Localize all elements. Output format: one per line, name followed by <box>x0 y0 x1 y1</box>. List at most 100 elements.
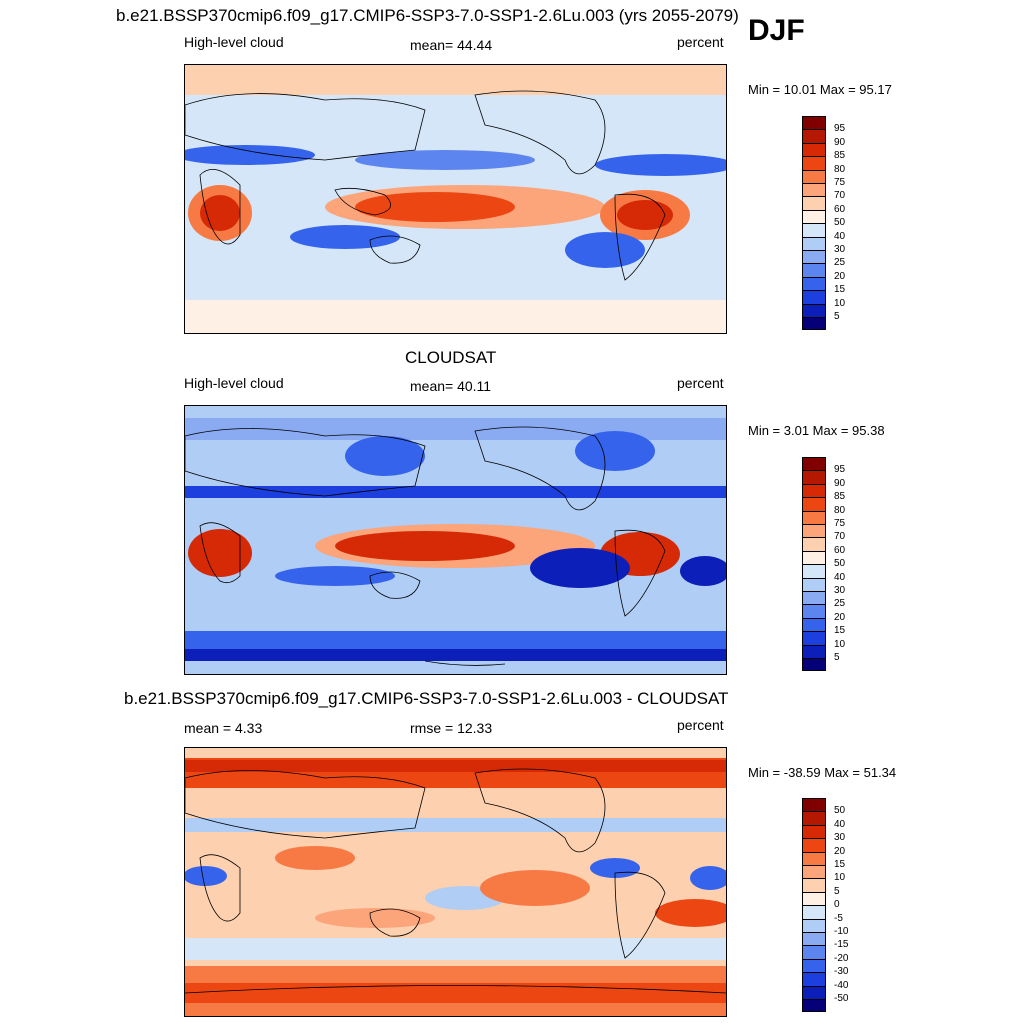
antarctic-band <box>185 300 726 333</box>
arctic-band <box>185 65 726 95</box>
colorbar-tick-label: -40 <box>834 979 849 991</box>
africa-convection <box>188 529 252 577</box>
colorbar-cell <box>802 116 826 130</box>
subsidence-region <box>530 548 630 588</box>
colorbar-cell <box>802 470 826 484</box>
colorbar-tick-label: 10 <box>834 638 846 650</box>
coastlines <box>185 426 666 666</box>
colorbar-cell <box>802 891 826 906</box>
colorbar-cell <box>802 932 826 946</box>
panel-1-mean-label: mean= 44.44 <box>410 37 493 53</box>
low-cloud-region <box>575 431 655 471</box>
panel-3-minmax: Min = -38.59 Max = 51.34 <box>748 765 897 780</box>
panel-3-map <box>184 747 727 1017</box>
colorbar-cell <box>802 617 826 632</box>
season-label: DJF <box>748 14 805 47</box>
colorbar-cell <box>802 564 826 578</box>
colorbar-tick-label: -15 <box>834 939 849 951</box>
colorbar-tick-label: 15 <box>834 625 846 637</box>
panel-1-colorbar: 95 90 85 80 75 70 60 50 40 30 25 20 15 10 5 <box>802 116 845 331</box>
colorbar-cell <box>802 972 826 986</box>
colorbar-tick-label: 5 <box>834 652 840 663</box>
arctic-band <box>185 760 726 772</box>
colorbar-tick-label: 10 <box>834 872 846 884</box>
colorbar-cell <box>802 483 826 498</box>
arctic-band <box>185 418 726 440</box>
colorbar-cell <box>802 537 826 551</box>
colorbar-tick-label: -10 <box>834 926 849 937</box>
subsidence-region <box>275 566 395 586</box>
colorbar-tick-label: 50 <box>834 217 846 229</box>
colorbar-cell <box>802 142 826 157</box>
colorbar-cell <box>802 824 826 839</box>
colorbar-cell <box>802 169 826 183</box>
panel-2-title: CLOUDSAT <box>405 348 497 367</box>
colorbar-tick-label: 95 <box>834 123 846 135</box>
colorbar-cell <box>802 945 826 959</box>
negative-band <box>185 818 726 832</box>
colorbar-cell <box>802 209 826 224</box>
colorbar-cell <box>802 604 826 618</box>
colorbar-tick-label: 25 <box>834 257 846 269</box>
colorbar-tick-label: 40 <box>834 818 846 830</box>
colorbar-tick-label: -5 <box>834 912 843 924</box>
colorbar-tick-label: 25 <box>834 598 846 610</box>
colorbar-cell <box>802 550 826 565</box>
colorbar-cell <box>802 497 826 511</box>
colorbar-cell <box>802 317 826 331</box>
colorbar-tick-label: 20 <box>834 611 846 623</box>
colorbar-cell <box>802 276 826 291</box>
positive-anomaly <box>315 908 435 928</box>
panel-2-map-svg <box>185 418 726 666</box>
panel-1-map <box>184 64 727 334</box>
panel-1-minmax: Min = 10.01 Max = 95.17 <box>748 82 892 97</box>
convection-region <box>335 531 515 561</box>
colorbar-tick-label: 20 <box>834 270 846 282</box>
colorbar-cell <box>802 236 826 250</box>
colorbar-tick-label: 50 <box>834 558 846 570</box>
colorbar-cell <box>802 878 826 892</box>
panel-3-mean-label: mean = 4.33 <box>184 720 263 736</box>
colorbar-cell <box>802 577 826 591</box>
panel-2-left-label: High-level cloud <box>184 375 284 391</box>
colorbar-tick-label: 30 <box>834 585 846 596</box>
colorbar-tick-label: 60 <box>834 544 846 556</box>
colorbar-tick-label: 75 <box>834 177 846 188</box>
southern-ocean-band <box>185 983 726 1003</box>
africa-convection-core <box>200 195 240 231</box>
coastlines <box>185 90 666 281</box>
panel-2-map <box>184 405 727 675</box>
colorbar-cell <box>802 303 826 317</box>
colorbar-cell <box>802 905 826 919</box>
panel-2-units-label: percent <box>677 375 724 391</box>
colorbar-tick-label: 15 <box>834 284 846 296</box>
panel-1-map-svg <box>185 65 726 333</box>
colorbar-cell <box>802 644 826 658</box>
colorbar-tick-label: 90 <box>834 477 846 489</box>
colorbar-cell <box>802 591 826 605</box>
positive-anomaly <box>480 870 590 906</box>
subsidence-region <box>565 232 645 268</box>
storm-track-band <box>595 154 726 176</box>
low-cloud-region <box>345 436 425 476</box>
colorbar-cell <box>802 838 826 852</box>
panel-1-units-label: percent <box>677 34 724 50</box>
colorbar-tick-label: 60 <box>834 203 846 215</box>
colorbar-cell <box>802 223 826 237</box>
colorbar-tick-label: -50 <box>834 993 849 1004</box>
colorbar-tick-label: 0 <box>834 899 840 911</box>
panel-2-colorbar: 95 90 85 80 75 70 60 50 40 30 25 20 15 10 5 <box>802 457 845 672</box>
subsidence-region <box>290 225 400 249</box>
panel-1-left-label: High-level cloud <box>184 34 284 50</box>
colorbar-cell <box>802 196 826 210</box>
colorbar-tick-label: 20 <box>834 845 846 857</box>
colorbar-cell <box>802 457 826 471</box>
colorbar-cell <box>802 524 826 538</box>
colorbar-cell <box>802 958 826 973</box>
colorbar-cell <box>802 156 826 170</box>
colorbar-cell <box>802 250 826 264</box>
colorbar-cell <box>802 798 826 812</box>
colorbar-tick-label: 40 <box>834 571 846 583</box>
colorbar-tick-label: 70 <box>834 531 846 543</box>
colorbar-tick-label: -20 <box>834 952 849 964</box>
